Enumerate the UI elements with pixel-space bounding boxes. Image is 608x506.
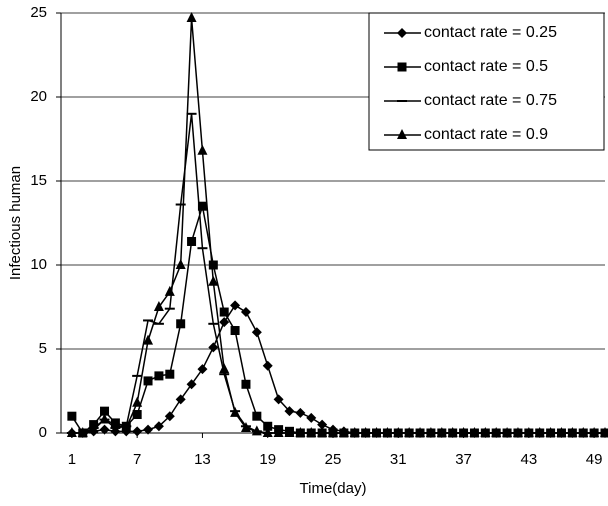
- x-tick-label: 49: [586, 451, 603, 468]
- y-tick-label: 0: [39, 424, 47, 441]
- y-tick-label: 5: [39, 340, 47, 357]
- marker: [187, 237, 196, 246]
- marker: [165, 286, 175, 296]
- x-tick-label: 7: [133, 451, 141, 468]
- marker: [209, 261, 218, 270]
- y-axis-label: Infectious human: [7, 166, 24, 280]
- marker: [230, 300, 240, 310]
- legend-label: contact rate = 0.9: [424, 126, 548, 143]
- marker: [176, 394, 186, 404]
- y-tick-label: 15: [30, 172, 47, 189]
- legend-label: contact rate = 0.25: [424, 24, 557, 41]
- x-tick-label: 13: [194, 451, 211, 468]
- x-tick-label: 19: [259, 451, 276, 468]
- marker: [67, 412, 76, 421]
- marker: [241, 380, 250, 389]
- x-tick-label: 25: [325, 451, 342, 468]
- marker: [187, 12, 197, 22]
- marker: [398, 63, 407, 72]
- marker: [295, 408, 305, 418]
- marker: [208, 342, 218, 352]
- x-tick-label: 1: [68, 451, 76, 468]
- legend-label: contact rate = 0.5: [424, 58, 548, 75]
- x-tick-label: 37: [455, 451, 472, 468]
- marker: [231, 326, 240, 335]
- y-tick-label: 20: [30, 88, 47, 105]
- marker: [220, 308, 229, 317]
- marker: [263, 361, 273, 371]
- y-tick-label: 10: [30, 256, 47, 273]
- x-axis-label: Time(day): [300, 480, 367, 497]
- marker: [219, 363, 229, 373]
- marker: [176, 259, 186, 269]
- x-tick-label: 31: [390, 451, 407, 468]
- marker: [144, 376, 153, 385]
- marker: [197, 364, 207, 374]
- x-tick-label: 43: [520, 451, 537, 468]
- marker: [176, 319, 185, 328]
- marker: [252, 412, 261, 421]
- marker: [165, 370, 174, 379]
- marker: [154, 371, 163, 380]
- marker: [187, 379, 197, 389]
- y-tick-label: 25: [30, 4, 47, 21]
- marker: [132, 426, 142, 436]
- marker: [241, 307, 251, 317]
- marker: [252, 327, 262, 337]
- series-line: [72, 305, 605, 433]
- marker: [306, 413, 316, 423]
- marker: [197, 145, 207, 155]
- legend-label: contact rate = 0.75: [424, 92, 557, 109]
